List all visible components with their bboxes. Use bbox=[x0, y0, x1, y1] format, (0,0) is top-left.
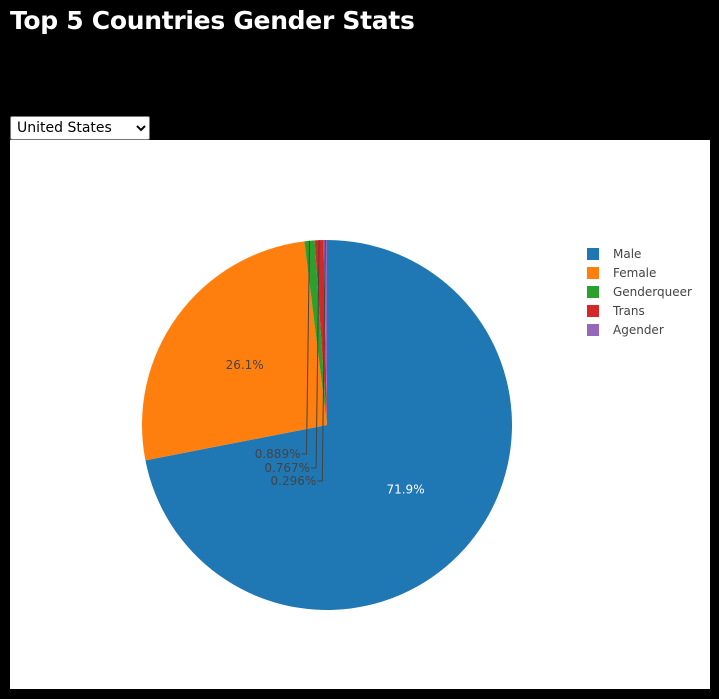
legend-item-female[interactable]: Female bbox=[587, 266, 656, 280]
pie-label-female: 26.1% bbox=[226, 358, 264, 372]
pie-leader-genderqueer bbox=[301, 240, 310, 455]
pie-label-trans: 0.767% bbox=[264, 461, 310, 475]
legend-swatch-agender bbox=[587, 324, 599, 336]
pie-label-genderqueer: 0.889% bbox=[255, 447, 301, 461]
pie-leader-agender bbox=[317, 240, 326, 482]
legend-item-male[interactable]: Male bbox=[587, 247, 641, 261]
pie-labels: 71.9% 26.1% 0.889%0.767%0.296% bbox=[226, 240, 425, 497]
chart-panel: 71.9% 26.1% 0.889% 0.767% 0.296% Male Female G… bbox=[10, 140, 710, 689]
legend-item-agender[interactable]: Agender bbox=[587, 323, 664, 337]
legend-item-trans[interactable]: Trans bbox=[587, 304, 645, 318]
legend-swatch-trans bbox=[587, 305, 599, 317]
page-title: Top 5 Countries Gender Stats bbox=[10, 6, 415, 35]
pie-slice-male[interactable] bbox=[145, 240, 513, 610]
legend-label-genderqueer: Genderqueer bbox=[613, 285, 692, 299]
legend-swatch-female bbox=[587, 267, 599, 279]
legend-label-trans: Trans bbox=[612, 304, 645, 318]
pie-label-male: 71.9% bbox=[386, 483, 424, 497]
pie-slice-female[interactable] bbox=[142, 241, 327, 461]
legend-swatch-genderqueer bbox=[587, 286, 599, 298]
legend-item-genderqueer[interactable]: Genderqueer bbox=[587, 285, 692, 299]
country-select[interactable]: United States bbox=[10, 116, 150, 140]
pie-leader-trans bbox=[311, 240, 320, 469]
pie-slice-genderqueer[interactable] bbox=[304, 240, 327, 425]
pie-slices bbox=[142, 240, 513, 610]
legend-label-male: Male bbox=[613, 247, 641, 261]
pie-label-agender: 0.296% bbox=[271, 474, 317, 488]
legend-label-agender: Agender bbox=[613, 323, 664, 337]
pie-chart: 71.9% 26.1% 0.889%0.767%0.296% Male Female G… bbox=[142, 240, 692, 610]
legend-label-female: Female bbox=[613, 266, 656, 280]
chart-legend[interactable]: Male Female Genderqueer Trans Agender bbox=[587, 247, 692, 337]
legend-swatch-male bbox=[587, 248, 599, 260]
